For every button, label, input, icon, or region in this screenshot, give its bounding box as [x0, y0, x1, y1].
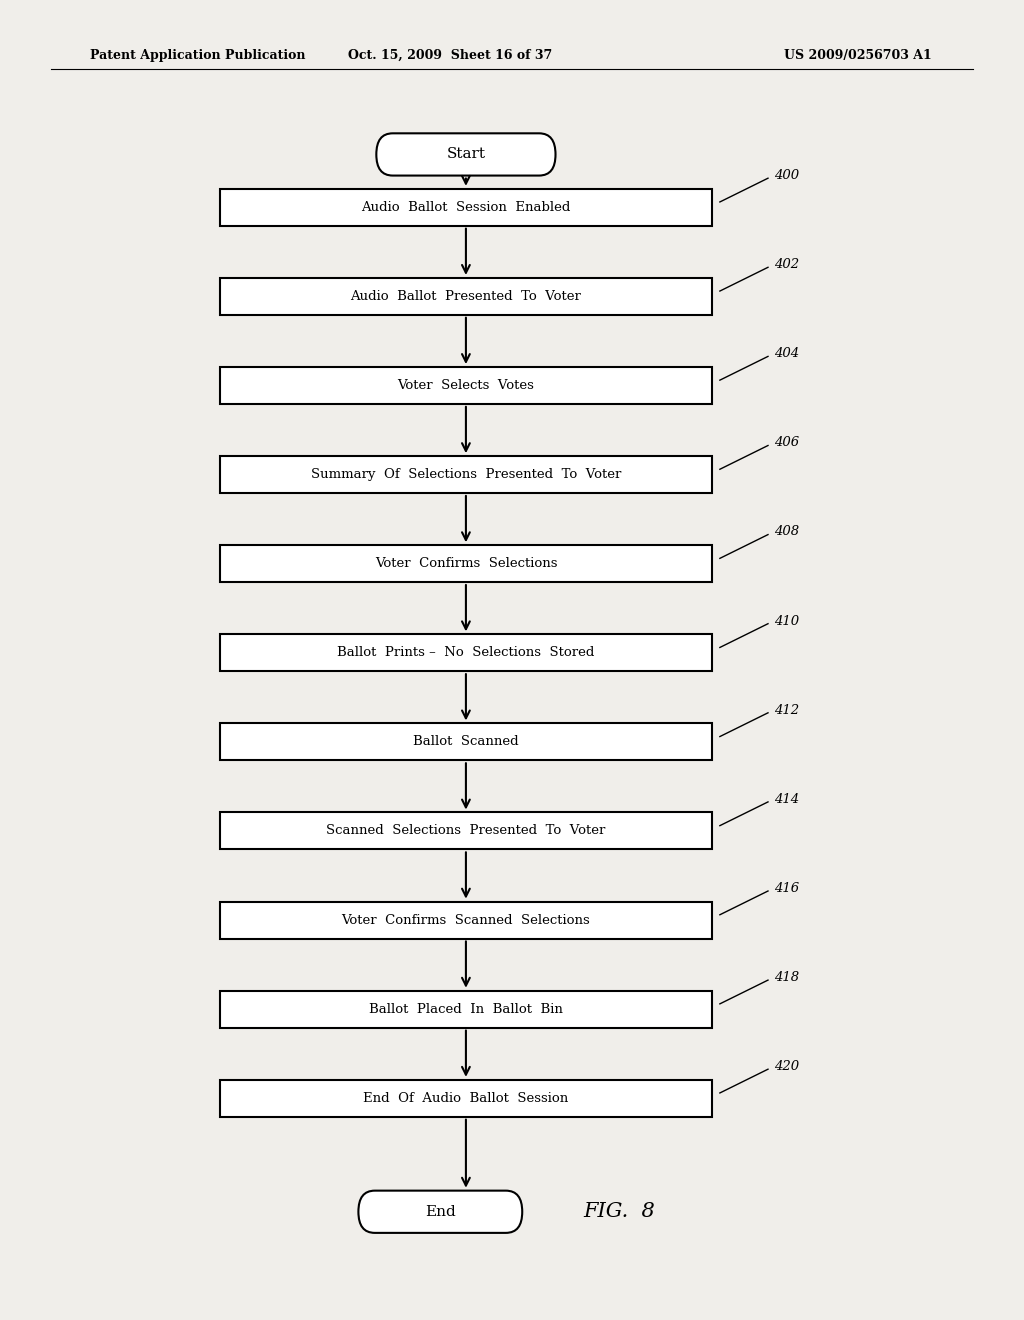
Text: Ballot  Prints –  No  Selections  Stored: Ballot Prints – No Selections Stored [337, 647, 595, 659]
Text: 416: 416 [774, 882, 800, 895]
Text: 418: 418 [774, 972, 800, 983]
Text: Voter  Confirms  Scanned  Selections: Voter Confirms Scanned Selections [342, 913, 590, 927]
Bar [220, 990, 712, 1027]
Bar [220, 902, 712, 939]
Bar [220, 723, 712, 760]
Bar [220, 457, 712, 494]
Bar [220, 279, 712, 315]
Text: End  Of  Audio  Ballot  Session: End Of Audio Ballot Session [364, 1092, 568, 1105]
Text: 408: 408 [774, 525, 800, 539]
Text: Scanned  Selections  Presented  To  Voter: Scanned Selections Presented To Voter [327, 825, 605, 837]
Text: 414: 414 [774, 793, 800, 805]
Text: 410: 410 [774, 615, 800, 627]
Bar [220, 812, 712, 850]
Text: Audio  Ballot  Presented  To  Voter: Audio Ballot Presented To Voter [350, 290, 582, 302]
Bar [220, 634, 712, 671]
Text: 420: 420 [774, 1060, 800, 1073]
Text: Oct. 15, 2009  Sheet 16 of 37: Oct. 15, 2009 Sheet 16 of 37 [348, 49, 553, 62]
Text: Voter  Confirms  Selections: Voter Confirms Selections [375, 557, 557, 570]
Text: 412: 412 [774, 704, 800, 717]
FancyBboxPatch shape [358, 1191, 522, 1233]
Bar [220, 189, 712, 226]
Text: Ballot  Scanned: Ballot Scanned [413, 735, 519, 748]
Text: Patent Application Publication: Patent Application Publication [90, 49, 305, 62]
Text: US 2009/0256703 A1: US 2009/0256703 A1 [784, 49, 932, 62]
Bar [220, 545, 712, 582]
Text: Audio  Ballot  Session  Enabled: Audio Ballot Session Enabled [361, 201, 570, 214]
Text: 404: 404 [774, 347, 800, 360]
Text: End: End [425, 1205, 456, 1218]
Text: FIG.  8: FIG. 8 [584, 1203, 655, 1221]
FancyBboxPatch shape [377, 133, 555, 176]
Text: Ballot  Placed  In  Ballot  Bin: Ballot Placed In Ballot Bin [369, 1003, 563, 1015]
Text: 406: 406 [774, 437, 800, 449]
Text: Start: Start [446, 148, 485, 161]
Text: Summary  Of  Selections  Presented  To  Voter: Summary Of Selections Presented To Voter [310, 469, 622, 480]
Text: Voter  Selects  Votes: Voter Selects Votes [397, 379, 535, 392]
Bar [220, 367, 712, 404]
Text: 400: 400 [774, 169, 800, 182]
Bar [220, 1080, 712, 1117]
Text: 402: 402 [774, 259, 800, 271]
